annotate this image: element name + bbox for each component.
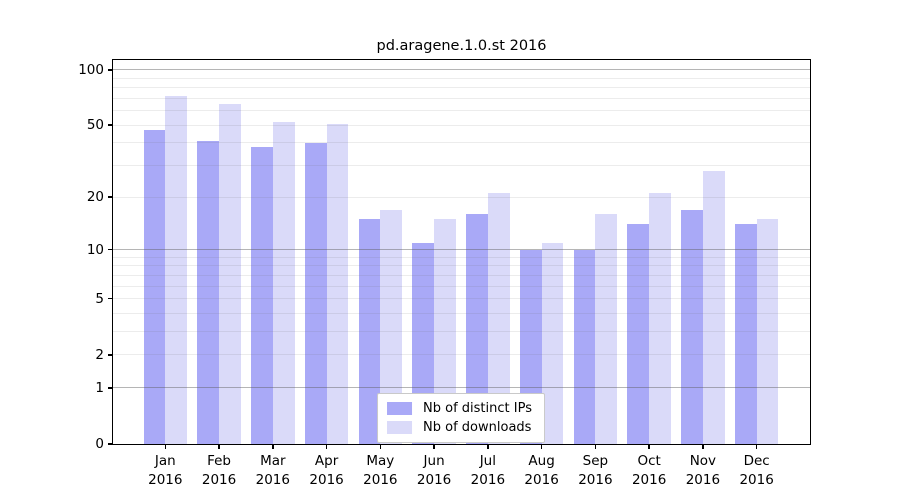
x-tick-label: Jan 2016 <box>148 453 183 488</box>
x-tick-mark <box>272 444 274 449</box>
x-tick-mark <box>325 444 328 449</box>
y-tick-mark <box>108 124 113 126</box>
bar-downloads-oct <box>649 193 671 444</box>
bar-downloads-may <box>380 209 403 444</box>
y-tick-label: 10 <box>86 241 104 258</box>
x-tick-label: Feb 2016 <box>201 453 237 488</box>
y-tick-label: 5 <box>95 290 104 307</box>
x-tick-mark <box>379 444 382 449</box>
bar-downloads-dec <box>756 219 779 444</box>
legend: Nb of distinct IPs Nb of downloads <box>377 393 545 443</box>
x-tick-label: Sep 2016 <box>578 453 613 488</box>
x-tick-label: Apr 2016 <box>309 453 344 488</box>
x-tick-label: Jul 2016 <box>470 453 506 488</box>
gridline-minor <box>113 87 810 89</box>
legend-entry-distinct-ips: Nb of distinct IPs <box>387 401 532 416</box>
bar-downloads-jun <box>434 219 456 444</box>
bar-distinct-ips-dec <box>734 224 757 444</box>
x-tick-label: Aug 2016 <box>524 453 559 488</box>
x-tick-label: Mar 2016 <box>255 453 290 488</box>
y-tick-label: 1 <box>95 379 104 396</box>
bar-downloads-feb <box>219 104 241 444</box>
x-tick-mark <box>755 444 758 449</box>
x-tick-label: Oct 2016 <box>631 453 667 488</box>
y-tick-label: 100 <box>78 61 104 78</box>
bar-distinct-ips-jan <box>143 130 166 444</box>
y-tick-label: 20 <box>86 189 104 206</box>
x-tick-mark <box>433 444 435 449</box>
bar-distinct-ips-oct <box>627 224 650 444</box>
bar-downloads-apr <box>326 123 349 444</box>
gridline-minor <box>113 124 810 126</box>
gridline-minor <box>113 97 810 99</box>
bar-distinct-ips-feb <box>197 140 220 444</box>
legend-swatch-distinct-ips <box>387 402 413 415</box>
x-tick-mark <box>164 444 167 449</box>
bar-distinct-ips-sep <box>573 249 596 444</box>
legend-entry-downloads: Nb of downloads <box>387 420 532 435</box>
gridline-minor <box>113 110 810 112</box>
x-tick-mark <box>594 444 597 449</box>
bar-downloads-sep <box>595 214 618 444</box>
y-tick-mark <box>108 354 113 356</box>
x-tick-label: Nov 2016 <box>685 453 721 488</box>
x-tick-label: Jun 2016 <box>416 453 452 488</box>
legend-label-downloads: Nb of downloads <box>423 420 532 435</box>
y-tick-label: 2 <box>95 346 104 363</box>
x-tick-label: Dec 2016 <box>739 453 774 488</box>
x-tick-mark <box>702 444 704 449</box>
bar-downloads-mar <box>272 122 295 444</box>
gridline-minor <box>113 77 810 79</box>
gridline-major <box>113 69 810 71</box>
x-tick-mark <box>487 444 489 449</box>
legend-label-distinct-ips: Nb of distinct IPs <box>423 401 532 416</box>
plot-area <box>113 60 810 444</box>
bar-distinct-ips-mar <box>251 146 273 444</box>
y-tick-label: 50 <box>86 117 104 134</box>
chart-title: pd.aragene.1.0.st 2016 <box>376 38 547 54</box>
bar-downloads-aug <box>541 242 564 444</box>
y-tick-mark <box>108 297 113 300</box>
y-tick-mark <box>108 248 113 251</box>
bar-downloads-nov <box>702 170 725 444</box>
x-tick-mark <box>218 444 220 449</box>
y-tick-mark <box>108 69 113 71</box>
bar-distinct-ips-apr <box>304 142 327 444</box>
y-tick-mark <box>108 443 113 445</box>
x-tick-label: May 2016 <box>363 453 398 488</box>
y-tick-mark <box>108 387 113 389</box>
x-tick-mark <box>648 444 650 449</box>
bar-distinct-ips-nov <box>681 209 703 444</box>
x-tick-mark <box>540 444 543 449</box>
bar-distinct-ips-may <box>358 219 381 444</box>
y-tick-mark <box>108 196 113 198</box>
legend-swatch-downloads <box>387 421 413 434</box>
y-tick-label: 0 <box>95 436 104 452</box>
bar-downloads-jan <box>165 96 188 444</box>
bar-downloads-jul <box>487 193 510 444</box>
bar-distinct-ips-jul <box>466 214 488 444</box>
